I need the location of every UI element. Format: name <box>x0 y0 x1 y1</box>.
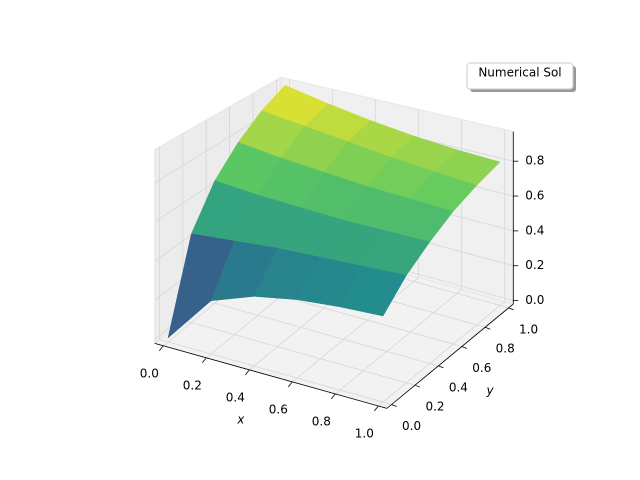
grid-line <box>335 289 462 395</box>
z-tick-label: 0.2 <box>525 258 544 272</box>
tick-mark <box>202 357 207 364</box>
z-tick-label: 0.8 <box>525 154 544 168</box>
grid-line <box>206 300 439 367</box>
x-tick-label: 0.2 <box>183 378 202 392</box>
y-axis <box>386 303 514 409</box>
surface <box>167 84 501 339</box>
surface-face <box>339 266 407 317</box>
legend-box <box>466 62 574 90</box>
tick-mark <box>159 345 164 352</box>
z-tick-label: 0.0 <box>525 293 544 307</box>
y-tick-label: 0.0 <box>402 419 421 433</box>
tick-mark <box>288 381 293 388</box>
x-tick-label: 0.0 <box>140 366 159 380</box>
tick-mark <box>391 404 397 407</box>
tick-mark <box>485 326 491 330</box>
grid-line <box>159 339 392 405</box>
grid-line <box>182 319 416 386</box>
y-tick-label: 1.0 <box>519 322 538 336</box>
z-tick-label: 0.4 <box>525 223 544 237</box>
grid-line <box>292 277 419 383</box>
tick-mark <box>414 384 421 388</box>
y-tick-label: 0.2 <box>425 400 444 414</box>
tick-mark <box>438 365 444 369</box>
y-tick-label: 0.8 <box>496 342 515 356</box>
tick-mark <box>245 369 250 376</box>
y-tick-label: 0.4 <box>449 380 468 394</box>
tick-mark <box>331 393 336 400</box>
x-tick-label: 0.8 <box>312 414 331 428</box>
legend: Numerical Sol <box>466 62 576 92</box>
tick-mark <box>374 405 379 412</box>
legend-label: Numerical Sol <box>478 66 561 80</box>
x-tick-label: 0.4 <box>226 390 245 404</box>
axes: 0.0 0.2 0.4 0.6 0.8 1.0 0.0 0.2 0.4 0.6 0.8 1.0 0.0 0… <box>140 131 544 440</box>
tick-mark <box>508 307 514 311</box>
x-tick-label: 1.0 <box>355 426 374 440</box>
z-tick-label: 0.6 <box>525 189 544 203</box>
grid-line <box>378 301 505 407</box>
y-axis-label: y <box>486 384 495 398</box>
x-axis-label: x <box>236 412 245 426</box>
x-axis <box>154 342 388 409</box>
x-tick-label: 0.6 <box>269 402 288 416</box>
tick-mark <box>461 346 467 349</box>
y-tick-label: 0.6 <box>472 361 491 375</box>
